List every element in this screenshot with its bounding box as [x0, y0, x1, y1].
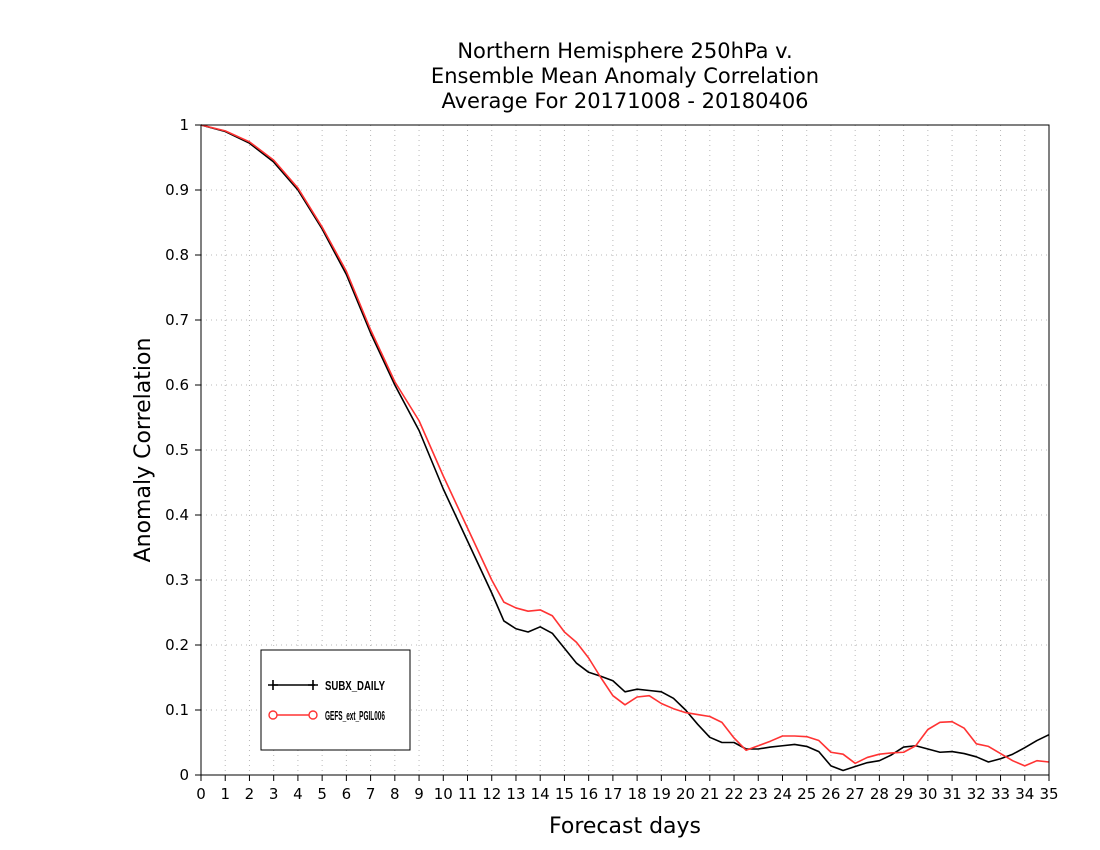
x-tick-label: 4	[293, 785, 303, 803]
x-tick-label: 2	[245, 785, 255, 803]
y-tick-label: 1	[179, 116, 189, 134]
x-tick-label: 12	[482, 785, 501, 803]
x-tick-label: 16	[579, 785, 598, 803]
x-tick-label: 19	[652, 785, 671, 803]
y-tick-label: 0.1	[165, 701, 189, 719]
legend-label: SUBX_DAILY	[325, 678, 385, 693]
x-tick-label: 29	[894, 785, 913, 803]
x-tick-label: 20	[676, 785, 695, 803]
y-tick-label: 0	[179, 766, 189, 784]
y-tick-label: 0.2	[165, 636, 189, 654]
x-tick-label: 27	[846, 785, 865, 803]
x-tick-label: 11	[458, 785, 477, 803]
x-tick-label: 34	[1015, 785, 1034, 803]
x-tick-label: 14	[531, 785, 550, 803]
x-tick-label: 8	[390, 785, 400, 803]
legend-box	[260, 649, 411, 751]
x-tick-label: 31	[943, 785, 962, 803]
legend-plus-marker	[308, 680, 318, 690]
chart-title: Northern Hemisphere 250hPa v.Ensemble Me…	[431, 39, 819, 113]
legend-circle-marker	[308, 710, 318, 720]
chart-title-line: Northern Hemisphere 250hPa v.	[457, 39, 792, 63]
x-tick-label: 5	[317, 785, 327, 803]
legend: SUBX_DAILY GEFS_ext_PGIL006	[260, 649, 411, 751]
x-tick-label: 24	[773, 785, 792, 803]
chart-title-line: Average For 20171008 - 20180406	[441, 89, 808, 113]
series-line-0	[200, 124, 1050, 772]
y-tick-label: 0.6	[165, 376, 189, 394]
x-tick-label: 22	[724, 785, 743, 803]
x-tick-label: 23	[749, 785, 768, 803]
legend-plus-marker	[268, 680, 278, 690]
x-tick-label: 32	[967, 785, 986, 803]
chart-title-line: Ensemble Mean Anomaly Correlation	[431, 64, 819, 88]
axis-ticks: 0 1 2 3 4 5 6 7 8 9 10 11 12 13 14 15 16 17 18 19 20 21 22 23 24…	[165, 116, 1058, 803]
legend-label: GEFS_ext_PGIL006	[325, 708, 385, 723]
x-tick-label: 13	[506, 785, 525, 803]
x-tick-label: 0	[196, 785, 206, 803]
x-tick-label: 9	[414, 785, 424, 803]
x-tick-label: 26	[821, 785, 840, 803]
y-tick-label: 0.5	[165, 441, 189, 459]
x-tick-label: 28	[870, 785, 889, 803]
x-tick-label: 10	[434, 785, 453, 803]
x-tick-label: 7	[366, 785, 376, 803]
x-tick-label: 3	[269, 785, 279, 803]
x-tick-label: 18	[628, 785, 647, 803]
x-tick-label: 21	[700, 785, 719, 803]
y-tick-label: 0.4	[165, 506, 189, 524]
y-tick-label: 0.9	[165, 181, 189, 199]
grid-lines	[201, 125, 1049, 775]
series-line-1	[200, 124, 1050, 767]
legend-circle-marker	[268, 710, 278, 720]
x-tick-label: 30	[918, 785, 937, 803]
x-tick-label: 25	[797, 785, 816, 803]
x-tick-label: 15	[555, 785, 574, 803]
x-tick-label: 17	[603, 785, 622, 803]
y-axis-label: Anomaly Correlation	[131, 338, 156, 563]
x-tick-label: 35	[1039, 785, 1058, 803]
y-tick-label: 0.8	[165, 246, 189, 264]
y-tick-label: 0.7	[165, 311, 189, 329]
series-lines	[200, 124, 1050, 772]
x-axis-label: Forecast days	[549, 814, 701, 839]
x-tick-label: 1	[220, 785, 230, 803]
y-tick-label: 0.3	[165, 571, 189, 589]
x-tick-label: 6	[342, 785, 352, 803]
x-tick-label: 33	[991, 785, 1010, 803]
